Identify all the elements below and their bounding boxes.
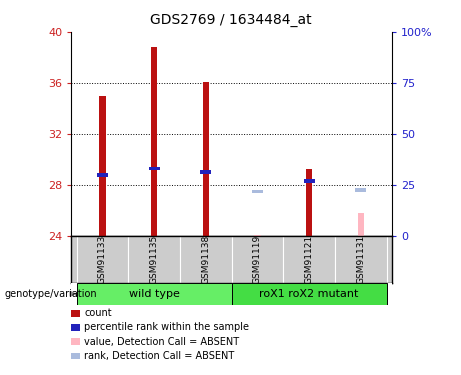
Text: GSM91119: GSM91119 [253,235,262,284]
Bar [252,190,263,194]
Bar [128,236,180,283]
Bar [306,168,312,236]
Bar [304,179,315,183]
Text: value, Detection Call = ABSENT: value, Detection Call = ABSENT [84,337,239,346]
Text: GSM91135: GSM91135 [150,235,159,284]
Text: GSM91138: GSM91138 [201,235,210,284]
Text: genotype/variation: genotype/variation [5,289,97,299]
Bar [284,236,335,283]
Bar [335,236,387,283]
Bar [148,166,160,171]
Bar [77,236,128,283]
Bar [355,188,366,192]
Text: roX1 roX2 mutant: roX1 roX2 mutant [260,289,359,299]
Text: count: count [84,308,112,318]
Text: GSM91133: GSM91133 [98,235,107,284]
Bar [203,82,209,236]
Bar [100,96,106,236]
Text: percentile rank within the sample: percentile rank within the sample [84,322,249,332]
Text: GSM91121: GSM91121 [305,235,313,284]
Bar [231,283,387,304]
Bar [180,236,231,283]
Text: rank, Detection Call = ABSENT: rank, Detection Call = ABSENT [84,351,235,361]
Text: wild type: wild type [129,289,180,299]
Bar [358,213,364,236]
Bar [231,236,284,283]
Bar [200,171,212,174]
Text: GSM91131: GSM91131 [356,235,366,284]
Bar [77,283,231,304]
Bar [151,47,157,236]
Bar [97,173,108,177]
Text: GDS2769 / 1634484_at: GDS2769 / 1634484_at [150,13,311,27]
